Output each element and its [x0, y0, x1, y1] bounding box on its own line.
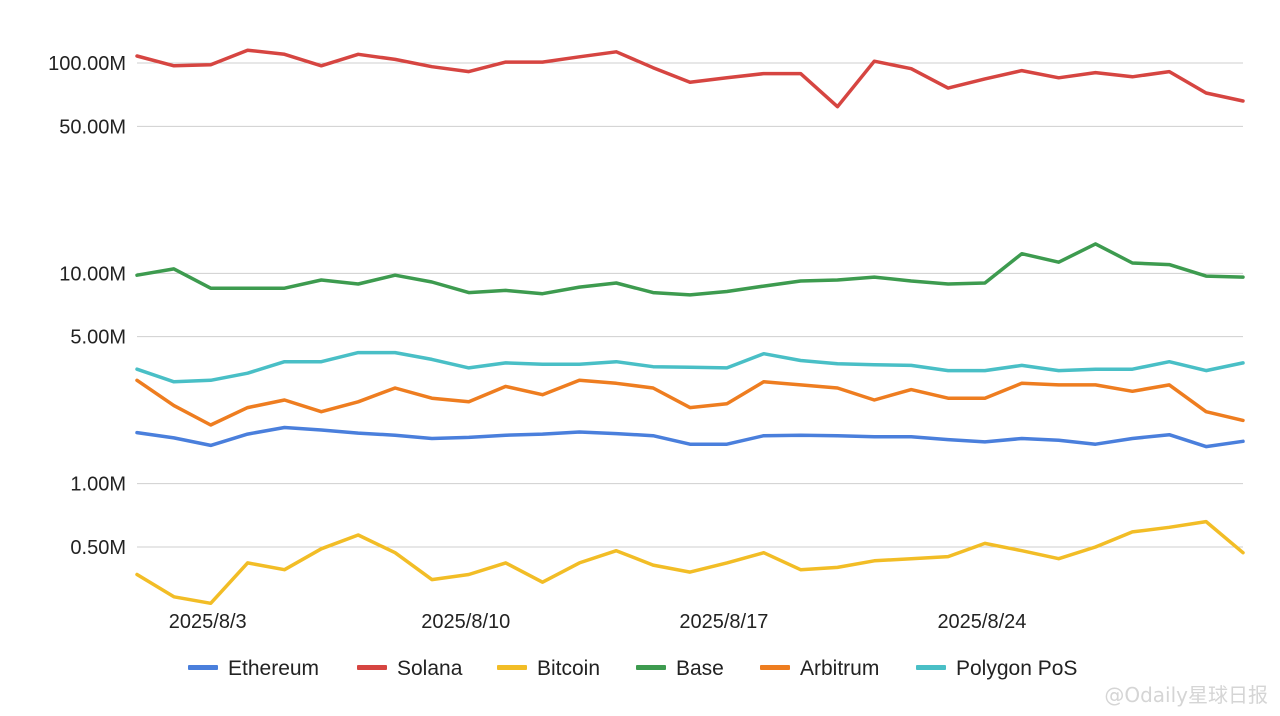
y-tick-label: 1.00M [70, 474, 126, 496]
series-solana [135, 48, 1245, 109]
legend-item: Polygon PoS [916, 657, 1077, 680]
series-arbitrum [135, 378, 1245, 427]
legend-label: Arbitrum [800, 657, 879, 680]
legend-swatch [357, 665, 387, 670]
series-polygon-pos [135, 350, 1245, 384]
legend-swatch [188, 665, 218, 670]
series-base [135, 242, 1245, 297]
x-tick-label: 2025/8/10 [421, 611, 510, 633]
legend: Ethereum Solana Bitcoin Base Arbitrum Polygon… [188, 657, 1077, 680]
legend-item: Ethereum [188, 657, 319, 680]
legend-label: Bitcoin [537, 657, 600, 680]
legend-item: Arbitrum [760, 657, 879, 680]
x-tick-label: 2025/8/3 [169, 611, 247, 633]
x-tick-label: 2025/8/17 [679, 611, 768, 633]
legend-item: Solana [357, 657, 463, 680]
legend-label: Base [676, 657, 724, 680]
series-bitcoin [135, 519, 1245, 606]
legend-swatch [760, 665, 790, 670]
legend-swatch [916, 665, 946, 670]
watermark: @Odaily星球日报 [1104, 683, 1268, 707]
x-axis: 2025/8/3 2025/8/10 2025/8/17 2025/8/24 [169, 611, 1027, 633]
legend-item: Bitcoin [497, 657, 600, 680]
y-tick-label: 100.00M [48, 53, 126, 75]
y-tick-label: 0.50M [70, 537, 126, 559]
legend-swatch [497, 665, 527, 670]
series-line [135, 425, 1245, 449]
y-axis: 100.00M 50.00M 10.00M 5.00M 1.00M 0.50M [48, 53, 126, 559]
series-lines [135, 48, 1245, 606]
series-line [135, 378, 1245, 427]
legend-label: Ethereum [228, 657, 319, 680]
legend-swatch [636, 665, 666, 670]
y-tick-label: 5.00M [70, 327, 126, 349]
legend-label: Solana [397, 657, 463, 680]
series-line [135, 48, 1245, 109]
legend-label: Polygon PoS [956, 657, 1077, 680]
series-ethereum [135, 425, 1245, 449]
series-line [135, 519, 1245, 606]
y-tick-label: 10.00M [59, 263, 126, 285]
x-tick-label: 2025/8/24 [937, 611, 1026, 633]
grid-lines [137, 62, 1243, 548]
legend-item: Base [636, 657, 724, 680]
series-line [135, 242, 1245, 297]
y-tick-label: 50.00M [59, 116, 126, 138]
